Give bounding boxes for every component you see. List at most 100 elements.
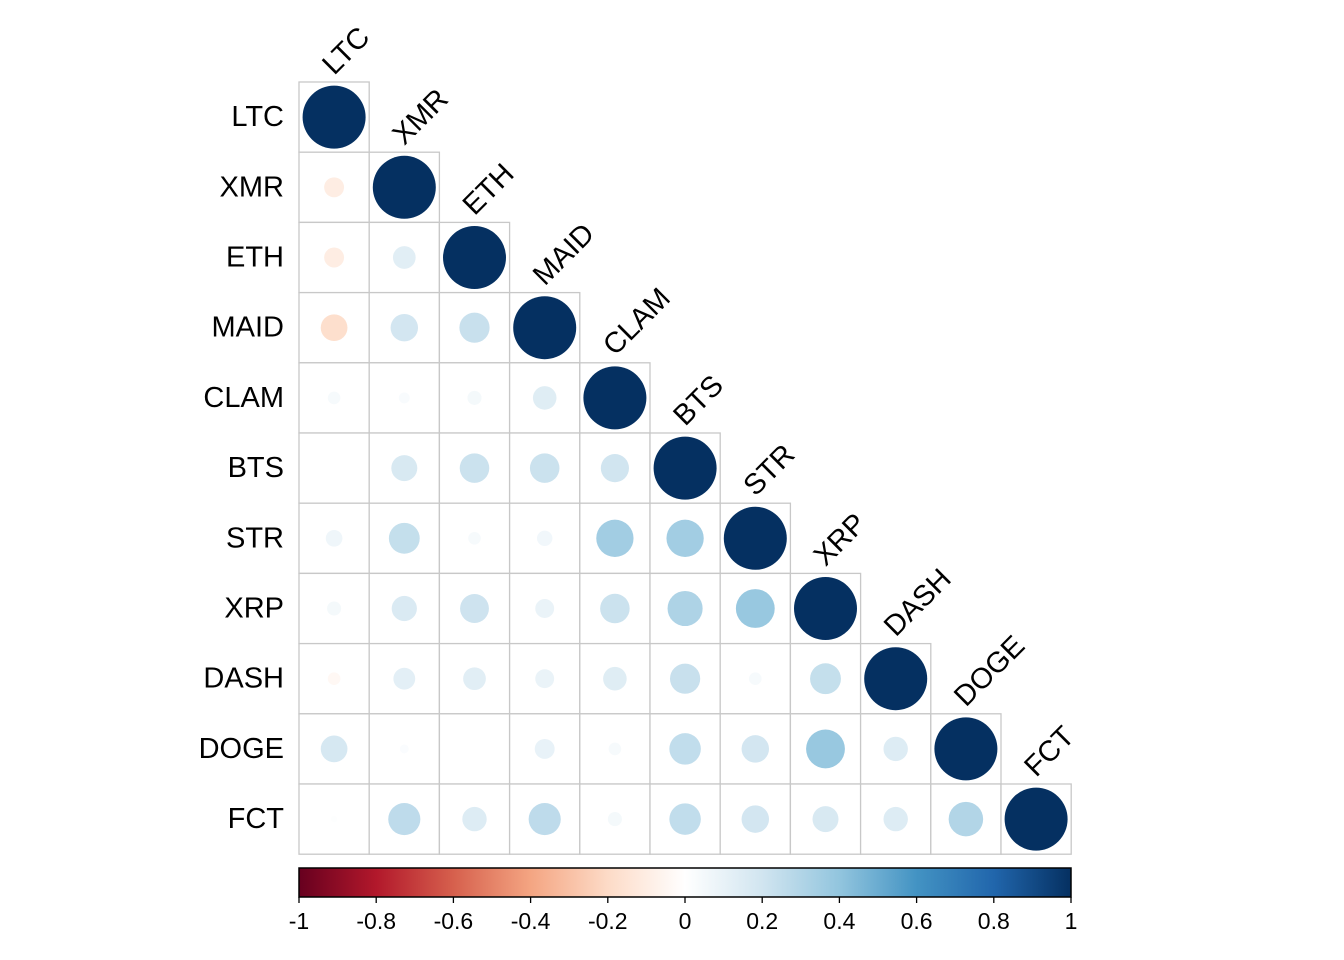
circle-BTS-BTS bbox=[653, 436, 717, 500]
circle-XMR-LTC bbox=[324, 177, 345, 198]
column-label-BTS: BTS bbox=[667, 369, 730, 432]
circle-STR-STR bbox=[723, 506, 787, 570]
circle-DOGE-MAID bbox=[534, 738, 555, 759]
colorbar-tick-label-9: 0.8 bbox=[978, 908, 1010, 934]
colorbar-tick-label-7: 0.4 bbox=[823, 908, 855, 934]
circle-STR-XMR bbox=[388, 522, 420, 554]
colorbar-tick-label-6: 0.2 bbox=[746, 908, 778, 934]
colorbar-tick-label-2: -0.6 bbox=[434, 908, 474, 934]
circle-STR-CLAM bbox=[596, 519, 634, 557]
circle-STR-MAID bbox=[536, 530, 553, 547]
circle-ETH-ETH bbox=[443, 226, 506, 289]
circle-LTC-LTC bbox=[302, 85, 366, 149]
column-label-CLAM: CLAM bbox=[597, 282, 677, 362]
circle-STR-LTC bbox=[325, 529, 343, 547]
circle-XRP-MAID bbox=[535, 599, 555, 618]
circle-DASH-BTS bbox=[669, 663, 701, 694]
circle-DASH-ETH bbox=[463, 667, 486, 691]
circle-XRP-XMR bbox=[391, 595, 417, 622]
circle-DOGE-DASH bbox=[883, 736, 908, 762]
circle-XRP-XRP bbox=[794, 577, 857, 640]
colorbar-tick-label-0: -1 bbox=[289, 908, 309, 934]
circle-CLAM-MAID bbox=[532, 386, 557, 410]
column-label-DASH: DASH bbox=[878, 563, 958, 643]
colorbar-tick-label-3: -0.4 bbox=[511, 908, 551, 934]
row-label-XMR: XMR bbox=[220, 171, 284, 203]
circle-FCT-STR bbox=[741, 805, 770, 833]
row-label-MAID: MAID bbox=[212, 312, 285, 344]
colorbar-tick-label-4: -0.2 bbox=[588, 908, 628, 934]
cell-DASH-ETH bbox=[438, 642, 511, 715]
row-label-XRP: XRP bbox=[224, 593, 284, 625]
circle-FCT-XRP bbox=[812, 806, 839, 833]
circle-DOGE-XRP bbox=[806, 729, 845, 769]
colorbar-tick-label-10: 1 bbox=[1065, 908, 1078, 934]
circle-DOGE-DOGE bbox=[934, 717, 998, 781]
row-label-BTS: BTS bbox=[228, 452, 284, 484]
circle-STR-ETH bbox=[468, 532, 481, 545]
circle-DOGE-STR bbox=[741, 735, 770, 763]
column-label-LTC: LTC bbox=[316, 21, 376, 81]
row-label-CLAM: CLAM bbox=[203, 382, 284, 414]
circle-DOGE-XMR bbox=[399, 744, 409, 754]
circle-FCT-LTC bbox=[330, 815, 338, 823]
colorbar: -1 -0.8 -0.6 -0.4 -0.2 0 0.2 0.4 0.6 0.8 1 bbox=[289, 867, 1078, 934]
circle-XRP-BTS bbox=[667, 590, 703, 627]
correlation-circles bbox=[302, 85, 1068, 851]
row-label-STR: STR bbox=[226, 522, 284, 554]
circle-FCT-XMR bbox=[388, 803, 421, 836]
row-labels: LTC XMR ETH MAID CLAM BTS STR XRP DASH DOGE FCT bbox=[199, 101, 285, 835]
colorbar-gradient bbox=[298, 867, 1072, 898]
circle-MAID-LTC bbox=[320, 314, 348, 342]
circle-BTS-MAID bbox=[529, 453, 560, 483]
circle-DOGE-LTC bbox=[320, 735, 348, 763]
row-label-FCT: FCT bbox=[228, 803, 285, 835]
circle-XMR-XMR bbox=[372, 155, 436, 219]
colorbar-tick-label-1: -0.8 bbox=[356, 908, 396, 934]
circle-XRP-CLAM bbox=[600, 593, 630, 624]
circle-FCT-MAID bbox=[528, 803, 561, 836]
circle-DASH-CLAM bbox=[603, 666, 627, 691]
circle-FCT-DOGE bbox=[948, 801, 984, 837]
circle-MAID-ETH bbox=[459, 312, 490, 343]
circle-ETH-XMR bbox=[392, 246, 416, 269]
circle-BTS-ETH bbox=[459, 453, 490, 483]
row-label-ETH: ETH bbox=[226, 242, 284, 274]
circle-FCT-FCT bbox=[1004, 787, 1068, 851]
circle-MAID-XMR bbox=[390, 313, 419, 342]
circle-CLAM-LTC bbox=[327, 391, 341, 405]
circle-FCT-CLAM bbox=[607, 812, 622, 827]
row-label-LTC: LTC bbox=[231, 101, 284, 133]
column-label-ETH: ETH bbox=[457, 158, 521, 222]
row-label-DASH: DASH bbox=[203, 663, 284, 695]
cell-DOGE-ETH bbox=[438, 713, 511, 785]
cell-CLAM-MAID bbox=[508, 362, 581, 434]
circle-DASH-MAID bbox=[535, 669, 555, 689]
column-label-DOGE: DOGE bbox=[948, 630, 1031, 713]
circle-DOGE-CLAM bbox=[608, 742, 622, 756]
circle-MAID-MAID bbox=[513, 296, 577, 360]
column-label-XMR: XMR bbox=[387, 83, 455, 151]
circle-DASH-XMR bbox=[393, 667, 416, 690]
circle-CLAM-CLAM bbox=[583, 366, 647, 430]
colorbar-tick-label-5: 0 bbox=[679, 908, 692, 934]
circle-XRP-LTC bbox=[327, 601, 342, 616]
cell-MAID-XMR bbox=[368, 291, 441, 364]
circle-BTS-XMR bbox=[391, 455, 418, 482]
circle-CLAM-ETH bbox=[467, 390, 482, 405]
row-label-DOGE: DOGE bbox=[199, 733, 284, 765]
circle-FCT-ETH bbox=[462, 806, 487, 832]
circle-FCT-BTS bbox=[669, 803, 701, 835]
circle-DASH-STR bbox=[749, 672, 762, 685]
circle-DASH-XRP bbox=[810, 663, 841, 695]
circle-DOGE-BTS bbox=[669, 733, 701, 765]
circle-DASH-LTC bbox=[327, 672, 341, 685]
column-label-STR: STR bbox=[738, 439, 802, 503]
column-label-XRP: XRP bbox=[808, 508, 873, 573]
circle-STR-BTS bbox=[666, 519, 704, 557]
cell-BTS-LTC bbox=[298, 432, 370, 504]
circle-CLAM-XMR bbox=[398, 392, 410, 404]
column-label-MAID: MAID bbox=[527, 218, 601, 292]
